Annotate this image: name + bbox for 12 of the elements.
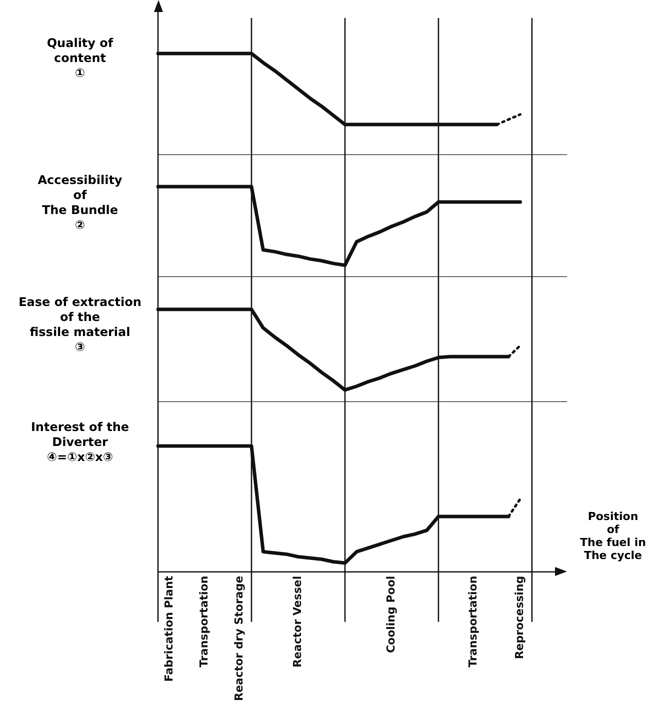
y-axis-title: Ease of extraction of the fissile material ③	[18, 295, 142, 355]
y-axis-title: Interest of the Diverter ④=①x②x③	[30, 420, 130, 465]
x-tick-label: Reprocessing	[513, 576, 526, 660]
y-axis-title: Quality of content ①	[46, 36, 114, 81]
x-tick-label: Cooling Pool	[384, 576, 398, 654]
y-axis-title: Accessibility of The Bundle ②	[36, 173, 124, 233]
x-tick-label: Transportation	[466, 576, 480, 668]
x-tick-label: Fabrication Plant	[162, 576, 176, 682]
x-tick-label: Transportation	[198, 576, 211, 668]
x-axis-title: Position of The fuel in The cycle	[579, 510, 647, 562]
x-tick-label: Reactor Vessel	[291, 576, 304, 668]
x-tick-label: Reactor dry Storage	[232, 576, 246, 702]
